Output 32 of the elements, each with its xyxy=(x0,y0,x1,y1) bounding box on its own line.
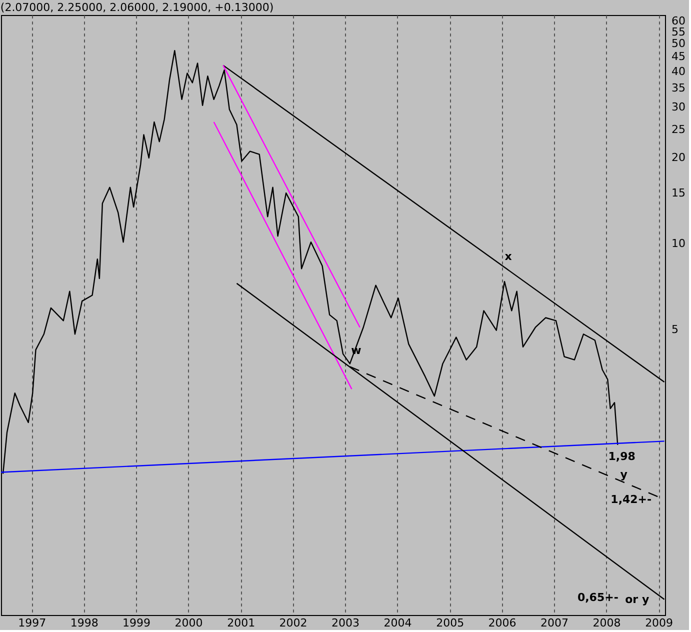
y-tick-label: 30 xyxy=(672,100,686,114)
annotation: 1,42+- xyxy=(610,492,652,506)
x-tick-label: 1998 xyxy=(70,616,98,630)
chart-title: (2.07000, 2.25000, 2.06000, 2.19000, +0.13000) xyxy=(0,1,274,14)
x-tick-label: 2009 xyxy=(645,616,674,630)
y-tick-label: 25 xyxy=(672,123,686,136)
x-tick-label: 2006 xyxy=(488,616,516,630)
x-tick-label: 2004 xyxy=(384,616,412,630)
y-tick-label: 40 xyxy=(672,64,686,78)
annotation: or y xyxy=(625,593,650,606)
y-tick-label: 55 xyxy=(672,25,686,38)
y-tick-label: 50 xyxy=(672,37,686,50)
y-tick-label: 15 xyxy=(672,186,686,200)
x-tick-label: 2002 xyxy=(279,616,308,630)
y-tick-label: 20 xyxy=(672,150,686,164)
x-tick-label: 2003 xyxy=(332,616,360,630)
y-tick-label: 35 xyxy=(672,81,686,94)
annotation: x xyxy=(504,250,512,263)
y-tick-label: 10 xyxy=(672,236,686,250)
annotation: 1,98 xyxy=(608,450,636,464)
x-tick-label: 1997 xyxy=(18,616,46,630)
x-tick-label: 2008 xyxy=(592,616,621,630)
x-tick-label: 2007 xyxy=(540,616,568,630)
x-tick-label: 2001 xyxy=(227,616,256,630)
x-tick-label: 2000 xyxy=(174,616,203,630)
annotation: 0,65+- xyxy=(577,591,618,604)
x-tick-label: 2005 xyxy=(436,616,464,630)
y-tick-label: 45 xyxy=(672,50,686,64)
y-tick-label: 5 xyxy=(672,322,678,336)
annotation: y xyxy=(620,468,628,482)
y-tick-label: 60 xyxy=(672,14,686,28)
x-tick-label: 1999 xyxy=(122,616,151,630)
